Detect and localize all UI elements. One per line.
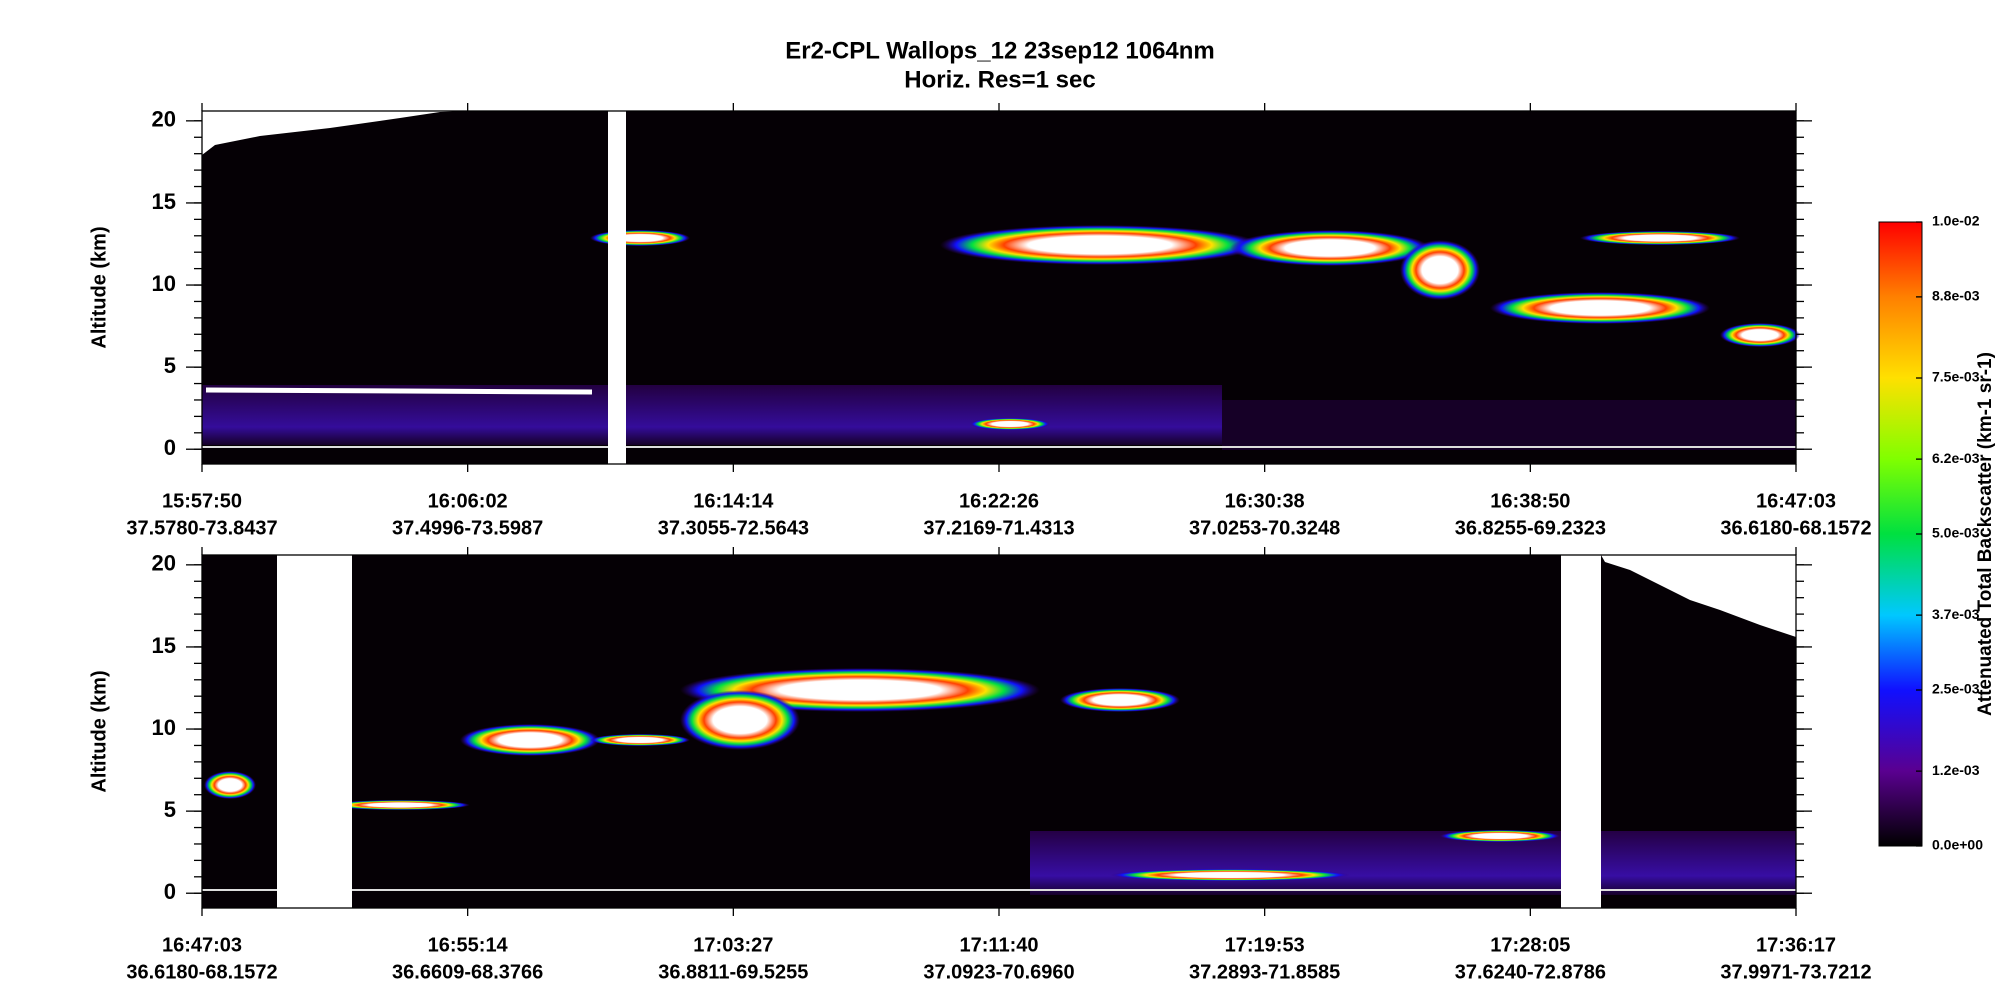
x-tick-location: 37.0923-70.6960 xyxy=(923,961,1074,983)
y-tick-label: 15 xyxy=(152,189,176,214)
chart-subtitle: Horiz. Res=1 sec xyxy=(904,66,1095,93)
x-tick-time: 16:47:03 xyxy=(1756,490,1836,512)
x-tick-time: 17:11:40 xyxy=(960,934,1039,956)
y-axis-label: Altitude (km) xyxy=(88,670,110,792)
y-tick-label: 10 xyxy=(152,271,176,296)
x-tick-time: 16:06:02 xyxy=(428,490,508,512)
y-tick-label: 20 xyxy=(152,107,176,132)
x-tick-location: 37.6240-72.8786 xyxy=(1455,961,1606,983)
x-tick-location: 36.6180-68.1572 xyxy=(126,961,277,983)
x-tick-time: 17:03:27 xyxy=(693,934,773,956)
colorbar-tick-label: 5.0e-03 xyxy=(1932,525,1980,541)
x-tick-time: 17:36:17 xyxy=(1756,934,1836,956)
x-tick-location: 36.8255-69.2323 xyxy=(1455,517,1606,539)
x-tick-location: 37.5780-73.8437 xyxy=(126,517,277,539)
colorbar-tick-label: 1.0e-02 xyxy=(1932,213,1980,229)
colorbar-tick-label: 6.2e-03 xyxy=(1932,450,1980,466)
colorbar-tick-label: 1.2e-03 xyxy=(1932,762,1980,778)
x-tick-time: 16:38:50 xyxy=(1490,490,1570,512)
colorbar-tick-label: 0.0e+00 xyxy=(1932,837,1983,853)
x-tick-time: 16:30:38 xyxy=(1225,490,1305,512)
y-tick-label: 15 xyxy=(152,633,176,658)
colorbar-tick-label: 3.7e-03 xyxy=(1932,606,1980,622)
x-tick-time: 16:14:14 xyxy=(693,490,774,512)
colorbar-label: Attenuated Total Backscatter (km-1 sr-1) xyxy=(1975,352,1996,716)
x-tick-location: 37.4996-73.5987 xyxy=(392,517,543,539)
x-tick-time: 17:28:05 xyxy=(1490,934,1570,956)
x-tick-time: 17:19:53 xyxy=(1225,934,1305,956)
panel-1-image xyxy=(202,111,1800,464)
y-tick-label: 5 xyxy=(164,797,176,822)
x-tick-time: 16:55:14 xyxy=(428,934,509,956)
panel-2-image xyxy=(202,555,1796,908)
x-tick-location: 37.3055-72.5643 xyxy=(658,517,809,539)
x-tick-location: 37.0253-70.3248 xyxy=(1189,517,1340,539)
x-tick-location: 36.6180-68.1572 xyxy=(1720,517,1871,539)
y-tick-label: 5 xyxy=(164,353,176,378)
x-tick-time: 15:57:50 xyxy=(162,490,242,512)
y-tick-label: 0 xyxy=(164,435,176,460)
chart-title: Er2-CPL Wallops_12 23sep12 1064nm xyxy=(785,37,1215,64)
colorbar xyxy=(1878,221,1923,847)
x-tick-location: 37.9971-73.7212 xyxy=(1720,961,1871,983)
x-tick-time: 16:22:26 xyxy=(959,490,1039,512)
x-tick-time: 16:47:03 xyxy=(162,934,242,956)
x-tick-location: 37.2893-71.8585 xyxy=(1189,961,1340,983)
y-tick-label: 10 xyxy=(152,715,176,740)
colorbar-tick-label: 7.5e-03 xyxy=(1932,369,1980,385)
colorbar-tick-label: 2.5e-03 xyxy=(1932,681,1980,697)
x-tick-location: 37.2169-71.4313 xyxy=(923,517,1074,539)
colorbar-tick-label: 8.8e-03 xyxy=(1932,288,1980,304)
x-tick-location: 36.6609-68.3766 xyxy=(392,961,543,983)
y-tick-label: 20 xyxy=(152,551,176,576)
y-tick-label: 0 xyxy=(164,879,176,904)
y-axis-label: Altitude (km) xyxy=(88,226,110,348)
x-tick-location: 36.8811-69.5255 xyxy=(658,961,808,983)
